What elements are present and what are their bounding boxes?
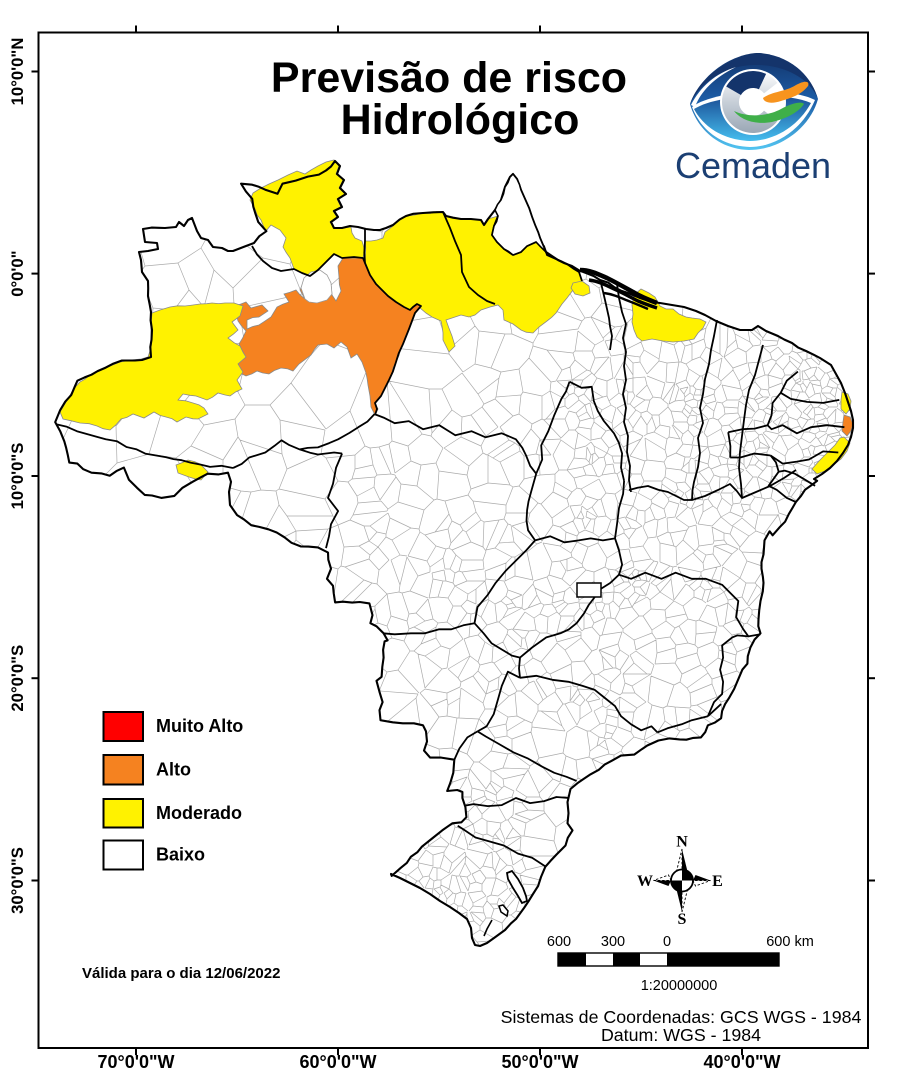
svg-text:1:20000000: 1:20000000 [641, 978, 718, 994]
svg-text:Baixo: Baixo [156, 845, 205, 865]
svg-text:Previsão de risco: Previsão de risco [271, 54, 627, 102]
svg-text:70°0'0"W: 70°0'0"W [97, 1052, 174, 1072]
svg-text:Muito Alto: Muito Alto [156, 716, 243, 736]
svg-text:Moderado: Moderado [156, 803, 242, 823]
svg-text:600: 600 [547, 934, 571, 950]
svg-text:50°0'0"W: 50°0'0"W [501, 1052, 578, 1072]
svg-text:60°0'0"W: 60°0'0"W [299, 1052, 376, 1072]
svg-text:10°0'0"S: 10°0'0"S [8, 443, 27, 510]
svg-text:0°0'0": 0°0'0" [8, 250, 27, 296]
svg-text:300: 300 [601, 934, 625, 950]
svg-text:20°0'0"S: 20°0'0"S [8, 645, 27, 712]
svg-text:30°0'0"S: 30°0'0"S [8, 847, 27, 914]
svg-text:W: W [637, 873, 653, 890]
svg-text:Cemaden: Cemaden [675, 145, 831, 186]
svg-text:Válida para o dia 12/06/2022: Válida para o dia 12/06/2022 [82, 965, 280, 982]
svg-text:Alto: Alto [156, 759, 191, 779]
svg-text:N: N [676, 834, 688, 851]
svg-text:10°0'0"N: 10°0'0"N [8, 38, 27, 106]
svg-text:S: S [678, 911, 687, 928]
svg-text:600 km: 600 km [766, 934, 814, 950]
svg-text:E: E [712, 873, 723, 890]
svg-text:0: 0 [663, 934, 671, 950]
svg-text:Hidrológico: Hidrológico [341, 96, 580, 144]
svg-text:Datum: WGS - 1984: Datum: WGS - 1984 [601, 1025, 761, 1045]
svg-text:Sistemas de Coordenadas: GCS W: Sistemas de Coordenadas: GCS WGS - 1984 [501, 1007, 862, 1027]
svg-text:40°0'0"W: 40°0'0"W [703, 1052, 780, 1072]
